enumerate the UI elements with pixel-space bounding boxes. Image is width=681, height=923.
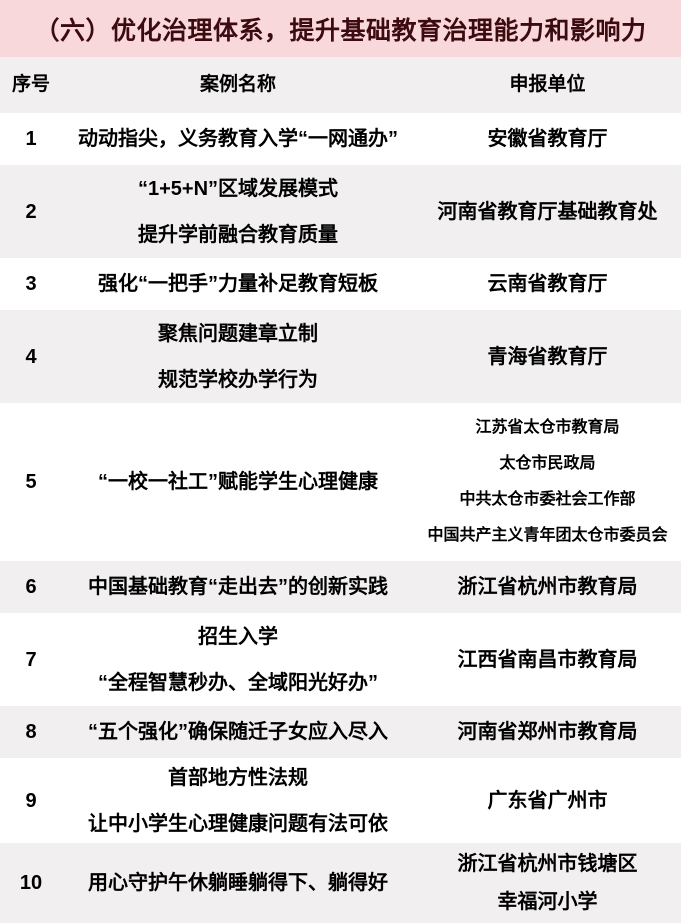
row-number: 9	[25, 789, 37, 812]
unit-cell: 江苏省太仓市教育局 太仓市民政局 中共太仓市委社会工作部 中国共产主义青年团太仓…	[414, 403, 681, 561]
unit-line: 青海省教育厅	[487, 345, 608, 368]
table-header-row: 序号 案例名称 申报单位	[0, 57, 681, 113]
case-name-cell: 首部地方性法规 让中小学生心理健康问题有法可依	[62, 758, 414, 843]
unit-line: 浙江省杭州市钱塘区	[457, 853, 638, 875]
table-row: 1 动动指尖，义务教育入学“一网通办” 安徽省教育厅	[0, 113, 681, 165]
unit-line: 河南省郑州市教育局	[457, 721, 638, 743]
case-name-line: 强化“一把手”力量补足教育短板	[98, 273, 378, 295]
row-number: 7	[25, 648, 37, 671]
unit-line: 幸福河小学	[497, 891, 598, 913]
case-name-line: 招生入学	[198, 625, 278, 648]
case-name-line: 动动指尖，义务教育入学“一网通办”	[78, 128, 398, 150]
row-number: 4	[25, 345, 37, 368]
unit-line: 云南省教育厅	[487, 273, 608, 295]
unit-cell: 江西省南昌市教育局	[414, 613, 681, 706]
case-name-cell: “1+5+N”区域发展模式 提升学前融合教育质量	[62, 165, 414, 258]
case-name-line: 规范学校办学行为	[158, 368, 318, 391]
row-number: 10	[19, 872, 43, 894]
section-title-bar: （六）优化治理体系，提升基础教育治理能力和影响力	[0, 0, 681, 57]
table-row: 6 中国基础教育“走出去”的创新实践 浙江省杭州市教育局	[0, 561, 681, 613]
case-name-line: 提升学前融合教育质量	[138, 223, 338, 246]
case-name-line: “五个强化”确保随迁子女应入尽入	[88, 721, 388, 743]
unit-line: 河南省教育厅基础教育处	[437, 200, 658, 223]
case-name-cell: 用心守护午休躺睡躺得下、躺得好	[62, 843, 414, 923]
unit-cell: 河南省教育厅基础教育处	[414, 165, 681, 258]
table-row: 3 强化“一把手”力量补足教育短板 云南省教育厅	[0, 258, 681, 310]
case-name-line: 让中小学生心理健康问题有法可依	[88, 812, 388, 835]
column-header-case-name: 案例名称	[199, 74, 276, 95]
unit-line: 中共太仓市委社会工作部	[459, 491, 636, 508]
unit-line: 浙江省杭州市教育局	[457, 576, 638, 598]
case-name-line: 中国基础教育“走出去”的创新实践	[88, 576, 388, 598]
unit-line: 江苏省太仓市教育局	[475, 419, 620, 436]
case-name-line: “1+5+N”区域发展模式	[137, 177, 339, 200]
case-name-line: 首部地方性法规	[168, 766, 308, 789]
unit-cell: 安徽省教育厅	[414, 113, 681, 165]
row-number: 3	[25, 273, 37, 295]
row-number: 2	[25, 200, 37, 223]
row-number: 8	[25, 721, 37, 743]
unit-cell: 浙江省杭州市教育局	[414, 561, 681, 613]
column-header-unit: 申报单位	[509, 74, 586, 95]
case-name-line: “一校一社工”赋能学生心理健康	[98, 471, 378, 493]
row-number: 5	[25, 471, 37, 493]
case-name-cell: 聚焦问题建章立制 规范学校办学行为	[62, 310, 414, 403]
row-number: 1	[25, 128, 37, 150]
unit-cell: 浙江省杭州市钱塘区 幸福河小学	[414, 843, 681, 923]
table-row: 9 首部地方性法规 让中小学生心理健康问题有法可依 广东省广州市	[0, 758, 681, 843]
case-name-cell: 强化“一把手”力量补足教育短板	[62, 258, 414, 310]
column-header-index: 序号	[11, 74, 50, 95]
unit-cell: 青海省教育厅	[414, 310, 681, 403]
unit-line: 中国共产主义青年团太仓市委员会	[427, 527, 668, 544]
case-name-line: 用心守护午休躺睡躺得下、躺得好	[88, 872, 388, 894]
case-name-cell: 招生入学 “全程智慧秒办、全域阳光好办”	[62, 613, 414, 706]
case-name-cell: “五个强化”确保随迁子女应入尽入	[62, 706, 414, 758]
case-name-line: “全程智慧秒办、全域阳光好办”	[98, 671, 378, 694]
page-title: （六）优化治理体系，提升基础教育治理能力和影响力	[34, 16, 647, 45]
unit-line: 江西省南昌市教育局	[457, 648, 638, 671]
unit-line: 安徽省教育厅	[487, 128, 608, 150]
unit-line: 广东省广州市	[487, 789, 608, 812]
unit-line: 太仓市民政局	[499, 455, 596, 472]
row-number: 6	[25, 576, 37, 598]
unit-cell: 河南省郑州市教育局	[414, 706, 681, 758]
table-row: 4 聚焦问题建章立制 规范学校办学行为 青海省教育厅	[0, 310, 681, 403]
table-row: 10 用心守护午休躺睡躺得下、躺得好 浙江省杭州市钱塘区 幸福河小学	[0, 843, 681, 923]
table-row: 2 “1+5+N”区域发展模式 提升学前融合教育质量 河南省教育厅基础教育处	[0, 165, 681, 258]
case-name-line: 聚焦问题建章立制	[158, 322, 318, 345]
table-row: 5 “一校一社工”赋能学生心理健康 江苏省太仓市教育局 太仓市民政局 中共太仓市…	[0, 403, 681, 561]
table-row: 7 招生入学 “全程智慧秒办、全域阳光好办” 江西省南昌市教育局	[0, 613, 681, 706]
case-name-cell: “一校一社工”赋能学生心理健康	[62, 403, 414, 561]
unit-cell: 广东省广州市	[414, 758, 681, 843]
table-row: 8 “五个强化”确保随迁子女应入尽入 河南省郑州市教育局	[0, 706, 681, 758]
unit-cell: 云南省教育厅	[414, 258, 681, 310]
case-name-cell: 中国基础教育“走出去”的创新实践	[62, 561, 414, 613]
case-name-cell: 动动指尖，义务教育入学“一网通办”	[62, 113, 414, 165]
